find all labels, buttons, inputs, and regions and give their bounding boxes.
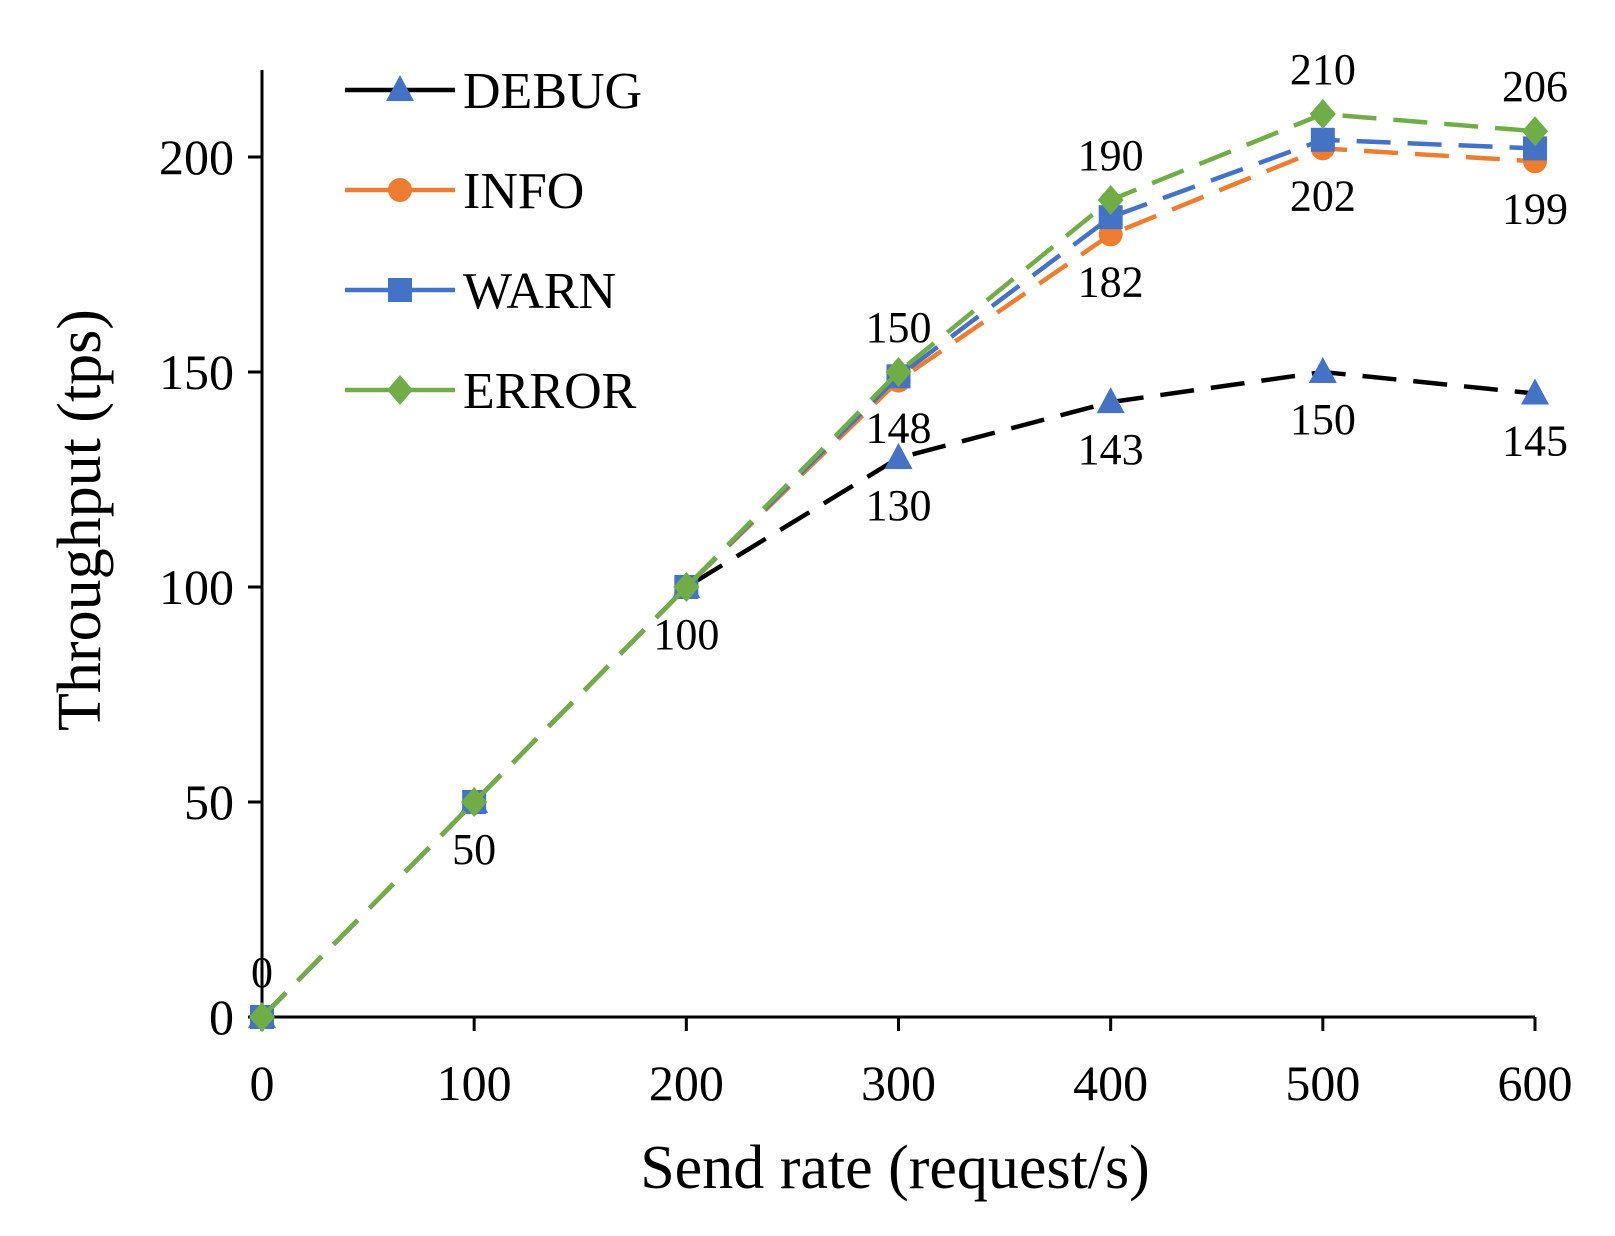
data-label: 182 [1078, 257, 1144, 306]
data-label: 210 [1290, 45, 1356, 94]
x-tick-label: 600 [1498, 1055, 1573, 1111]
y-tick-label: 50 [184, 774, 234, 830]
legend-marker-debug [386, 75, 414, 101]
legend-label-info: INFO [463, 163, 584, 220]
legend-label-warn: WARN [463, 263, 616, 320]
data-label: 199 [1502, 184, 1568, 233]
data-label: 145 [1502, 417, 1568, 466]
point-debug [884, 443, 913, 469]
data-label: 148 [866, 404, 932, 453]
point-debug [1521, 378, 1549, 405]
point-warn [1310, 127, 1335, 152]
x-tick-label: 200 [649, 1055, 724, 1111]
data-label: 130 [866, 481, 932, 530]
legend-item-error: ERROR [345, 363, 637, 420]
legend-marker-warn [388, 278, 412, 302]
series-line-warn [260, 137, 1536, 1019]
point-error [249, 1002, 275, 1032]
point-error [1522, 116, 1548, 147]
legend-marker-error [387, 375, 413, 405]
series-layer [248, 99, 1549, 1032]
legend-label-debug: DEBUG [463, 63, 642, 120]
legend-item-info: INFO [345, 163, 584, 220]
point-error [885, 357, 912, 387]
data-label: 206 [1502, 62, 1568, 111]
data-label: 0 [251, 948, 273, 997]
point-error [1097, 185, 1124, 215]
data-label: 100 [653, 610, 719, 659]
data-label: 202 [1290, 171, 1356, 220]
legend-marker-info [388, 178, 412, 202]
y-tick-label: 100 [159, 559, 234, 615]
x-tick-label: 300 [861, 1055, 936, 1111]
x-axis-title: Send rate (request/s) [640, 1134, 1150, 1202]
x-tick-label: 0 [250, 1055, 275, 1111]
legend-item-warn: WARN [345, 263, 616, 320]
point-error [673, 572, 700, 602]
y-tick-label: 150 [159, 344, 234, 400]
data-labels: 0 50 100 150 148 130 190 182 143 210 202 150 206 199 1… [251, 45, 1568, 997]
series-debug [248, 357, 1549, 1028]
point-debug [1308, 357, 1337, 383]
x-tick-label: 500 [1285, 1055, 1360, 1111]
series-warn [250, 127, 1547, 1029]
y-axis-title: Throughput (tps) [46, 309, 114, 731]
point-error [1309, 99, 1336, 129]
series-error [249, 99, 1548, 1032]
data-label: 150 [1290, 395, 1356, 444]
point-debug [1096, 387, 1125, 414]
y-tick-label: 0 [209, 989, 234, 1045]
series-line-info [260, 146, 1536, 1019]
legend: DEBUG INFO WARN ERROR [345, 63, 642, 420]
series-info [250, 136, 1547, 1029]
point-error [461, 787, 488, 817]
y-tick-label: 200 [159, 129, 234, 185]
legend-item-debug: DEBUG [345, 63, 642, 120]
data-label: 190 [1078, 131, 1144, 180]
data-label: 150 [866, 303, 932, 352]
x-tick-label: 400 [1073, 1055, 1148, 1111]
x-tick-label: 100 [437, 1055, 512, 1111]
data-label: 50 [452, 825, 496, 874]
legend-label-error: ERROR [463, 363, 637, 420]
data-label: 143 [1078, 425, 1144, 474]
series-line-error [260, 111, 1536, 1019]
